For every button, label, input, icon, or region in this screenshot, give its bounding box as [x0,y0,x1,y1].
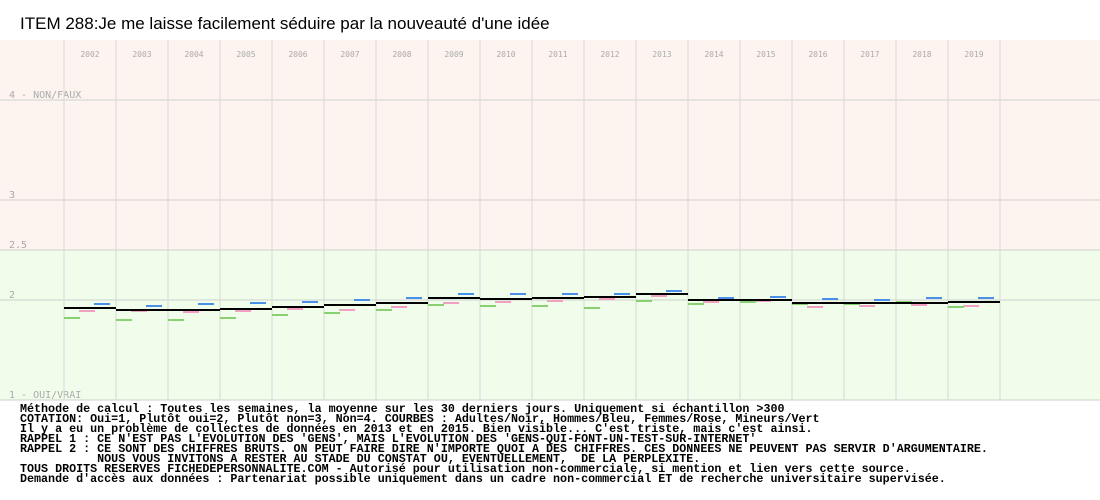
note-line: Demande d'accès aux données : Partenaria… [20,472,946,486]
x-tick-label: 2004 [184,50,203,59]
note-line: RAPPEL 2 : CE SONT DES CHIFFRES BRUTS. O… [20,442,988,456]
note-line: NOUS VOUS INVITONS A RESTER AU STADE DU … [20,452,700,466]
x-tick-label: 2018 [912,50,931,59]
x-tick-label: 2016 [808,50,827,59]
x-tick-label: 2011 [548,50,567,59]
x-tick-label: 2006 [288,50,307,59]
note-line: TOUS DROITS RESERVES FICHEDEPERSONNALITE… [20,462,911,476]
x-tick-label: 2003 [132,50,151,59]
x-tick-label: 2013 [652,50,671,59]
y-tick-label: 4 - NON/FAUX [9,90,81,101]
lower-zone [0,250,1100,400]
note-line: RAPPEL 1 : CE N'EST PAS L'EVOLUTION DES … [20,432,756,446]
chart-title: ITEM 288:Je me laisse facilement séduire… [20,14,550,33]
y-tick-label: 3 [9,190,15,201]
x-tick-label: 2005 [236,50,255,59]
y-tick-label: 2 [9,290,15,301]
x-tick-label: 2017 [860,50,879,59]
y-tick-label: 1 - OUI/VRAI [9,390,81,401]
note-line: Méthode de calcul : Toutes les semaines,… [20,402,785,416]
x-tick-label: 2012 [600,50,619,59]
x-tick-label: 2014 [704,50,723,59]
x-tick-label: 2002 [80,50,99,59]
x-tick-label: 2009 [444,50,463,59]
x-tick-label: 2015 [756,50,775,59]
x-tick-label: 2019 [964,50,983,59]
note-line: COTATION: Oui=1, Plutôt oui=2, Plutôt no… [20,412,820,426]
x-tick-label: 2008 [392,50,411,59]
upper-zone [0,40,1100,250]
x-tick-label: 2010 [496,50,515,59]
x-tick-label: 2007 [340,50,359,59]
y-tick-label: 2.5 [9,240,27,251]
note-line: Il y a eu un problème de collectes de do… [20,422,813,436]
